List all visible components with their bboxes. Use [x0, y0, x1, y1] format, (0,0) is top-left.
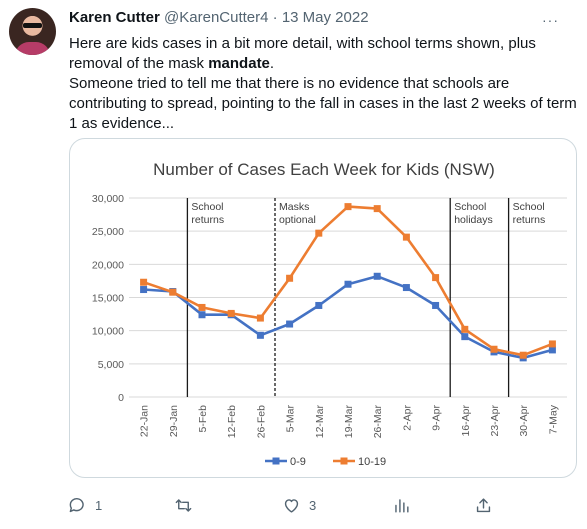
data-point-10-19	[548, 340, 556, 348]
data-point-0-9	[256, 331, 264, 339]
y-tick-label: 15,000	[92, 293, 124, 305]
data-point-0-9	[548, 346, 556, 354]
x-tick-label: 26-Feb	[255, 405, 267, 438]
tweet-date[interactable]: 13 May 2022	[281, 9, 369, 26]
annotation-label: holidays	[454, 214, 493, 226]
y-tick-label: 0	[118, 392, 124, 404]
data-point-0-9	[198, 311, 206, 319]
x-tick-label: 2-Apr	[401, 405, 413, 431]
tweet-media-chart[interactable]: Number of Cases Each Week for Kids (NSW)…	[69, 138, 577, 478]
tweet-text-paragraph-2: Someone tried to tell me that there is n…	[69, 75, 577, 132]
data-point-10-19	[461, 325, 469, 333]
x-tick-label: 5-Feb	[197, 405, 209, 433]
data-point-10-19	[198, 303, 206, 311]
x-tick-label: 5-Mar	[285, 404, 297, 432]
x-tick-label: 30-Apr	[518, 404, 530, 436]
annotation-label: returns	[191, 214, 224, 226]
tweet-text: Here are kids cases in a bit more detail…	[69, 34, 577, 134]
x-tick-label: 26-Mar	[372, 405, 384, 439]
y-tick-label: 25,000	[92, 226, 124, 238]
line-chart: Number of Cases Each Week for Kids (NSW)…	[92, 160, 567, 468]
data-point-0-9	[315, 301, 323, 309]
x-tick-label: 29-Jan	[168, 405, 180, 437]
chart-title: Number of Cases Each Week for Kids (NSW)	[153, 160, 495, 179]
data-point-0-9	[402, 284, 410, 292]
x-tick-label: 12-Mar	[314, 405, 326, 439]
annotation-label: optional	[279, 214, 316, 226]
reply-icon	[69, 497, 84, 512]
data-point-0-9	[140, 286, 148, 294]
sunglasses-shape	[23, 23, 42, 28]
shoulders-shape	[15, 42, 50, 55]
share-icon	[476, 497, 491, 512]
data-point-10-19	[140, 278, 148, 286]
heart-icon	[284, 498, 299, 513]
y-tick-label: 30,000	[92, 193, 124, 205]
data-point-10-19	[344, 203, 352, 211]
share-button[interactable]	[474, 490, 493, 520]
like-button[interactable]: 3	[282, 490, 316, 520]
data-point-0-9	[461, 333, 469, 341]
tweet-header: Karen Cutter @KarenCutter4 · 13 May 2022	[69, 9, 369, 27]
tweet-text-paragraph-1: Here are kids cases in a bit more detail…	[69, 34, 577, 74]
retweet-icon	[175, 498, 192, 512]
data-point-0-9	[286, 320, 294, 328]
avatar[interactable]	[9, 8, 56, 55]
y-tick-label: 5,000	[98, 359, 124, 371]
x-tick-label: 22-Jan	[139, 405, 151, 437]
y-tick-label: 10,000	[92, 326, 124, 338]
x-tick-label: 12-Feb	[226, 405, 238, 438]
x-tick-label: 19-Mar	[343, 405, 355, 439]
separator: ·	[272, 9, 278, 26]
annotation-label: School	[454, 201, 486, 213]
legend-label-10-19: 10-19	[358, 456, 386, 468]
data-point-10-19	[402, 233, 410, 241]
data-point-10-19	[286, 274, 294, 282]
legend-marker-0-9	[272, 457, 280, 465]
reply-button[interactable]: 1	[68, 490, 102, 520]
x-tick-label: 7-May	[547, 404, 559, 434]
tweet-text-1b: .	[269, 55, 275, 72]
tweet-text-1a: Here are kids cases in a bit more detail…	[69, 35, 536, 72]
data-point-10-19	[432, 274, 440, 282]
x-tick-label: 23-Apr	[489, 404, 501, 436]
tweet-text-bold: mandate	[208, 55, 270, 72]
data-point-10-19	[490, 345, 498, 353]
retweet-button[interactable]	[174, 490, 193, 520]
legend-marker-10-19	[340, 457, 348, 465]
annotation-label: School	[191, 201, 223, 213]
annotation-label: School	[513, 201, 545, 213]
data-point-10-19	[373, 205, 381, 213]
data-point-0-9	[344, 280, 352, 288]
action-bar: 1 3	[64, 490, 504, 520]
like-count: 3	[309, 497, 317, 513]
more-options-icon[interactable]: ···	[542, 12, 559, 28]
reply-count: 1	[95, 497, 103, 513]
data-point-0-9	[373, 272, 381, 280]
y-tick-label: 20,000	[92, 259, 124, 271]
analytics-icon	[395, 498, 409, 513]
author-handle[interactable]: @KarenCutter4	[164, 9, 269, 26]
data-point-10-19	[169, 288, 177, 296]
data-point-0-9	[432, 301, 440, 309]
annotation-label: Masks	[279, 201, 309, 213]
legend-label-0-9: 0-9	[290, 456, 306, 468]
data-point-10-19	[227, 309, 235, 317]
data-point-10-19	[256, 314, 264, 322]
views-button[interactable]	[392, 490, 411, 520]
data-point-10-19	[315, 229, 323, 237]
author-name[interactable]: Karen Cutter	[69, 9, 160, 26]
x-tick-label: 9-Apr	[431, 405, 443, 431]
data-point-10-19	[519, 351, 527, 359]
x-tick-label: 16-Apr	[460, 404, 472, 436]
annotation-label: returns	[513, 214, 546, 226]
